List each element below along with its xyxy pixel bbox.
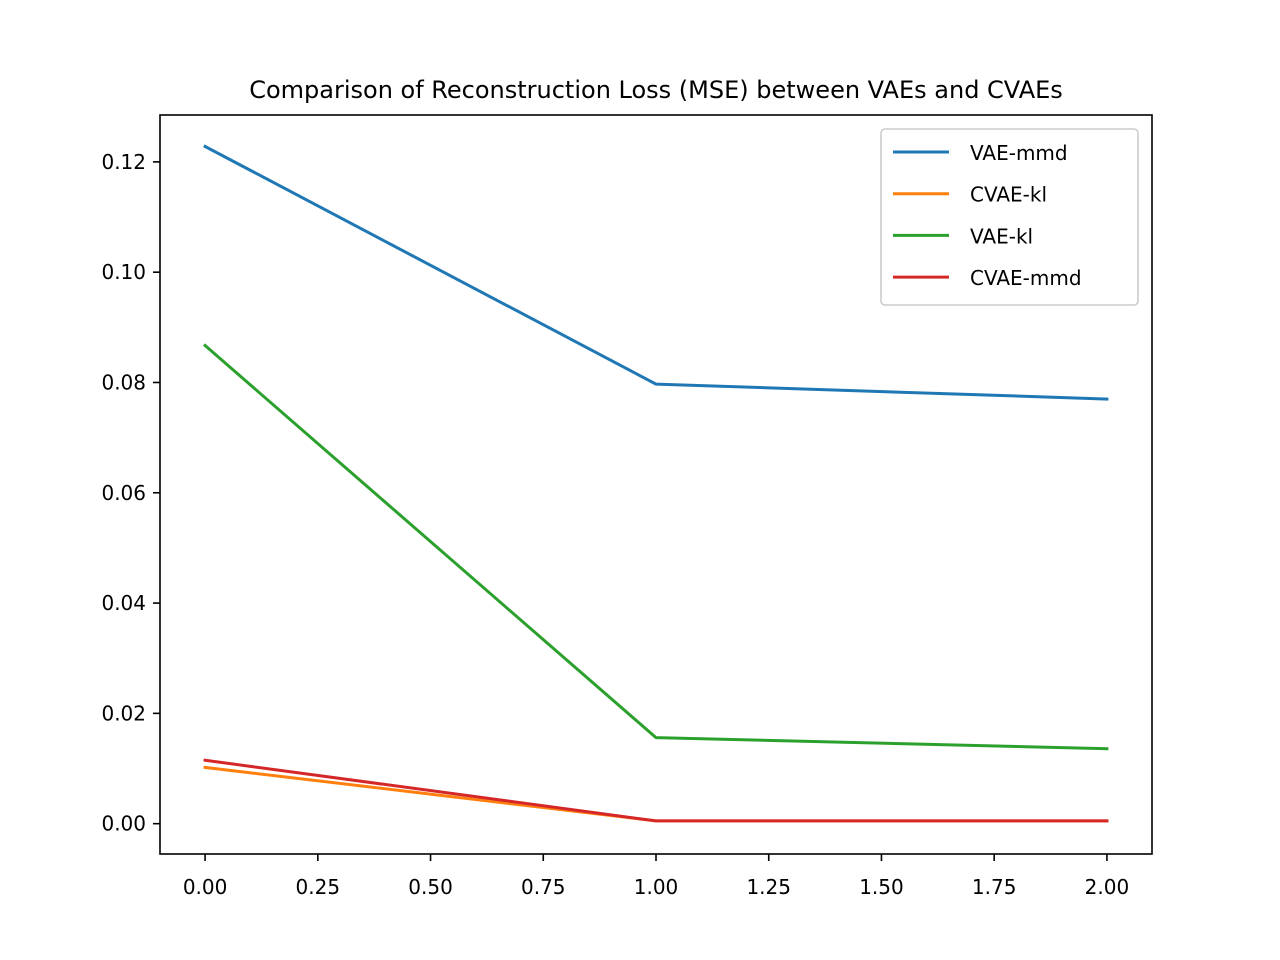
y-tick-label: 0.08 [101,370,146,394]
x-tick-label: 1.50 [859,875,904,899]
y-tick-label: 0.00 [101,812,146,836]
axes: 0.00 0.25 0.50 0.75 1.00 1.25 1.50 1.75 2.00 0.00… [101,114,1153,899]
y-tick-label: 0.12 [101,150,146,174]
legend-label-cvae-kl: CVAE-kl [970,183,1047,207]
chart-title: Comparison of Reconstruction Loss (MSE) … [249,76,1063,104]
legend-label-cvae-mmd: CVAE-mmd [970,266,1082,290]
x-tick-label: 0.25 [296,875,341,899]
plot-area [202,144,1109,823]
y-tick-label: 0.06 [101,481,146,505]
series-line-cvae-kl [203,765,1109,823]
legend: VAE-mmd CVAE-kl VAE-kl CVAE-mmd [880,128,1139,306]
legend-label-vae-mmd: VAE-mmd [970,141,1068,165]
x-tick-label: 1.25 [746,875,791,899]
legend-box [880,128,1139,306]
x-tick-label: 0.50 [408,875,453,899]
series-line-vae-mmd [203,144,1109,401]
x-tick-label: 0.00 [183,875,228,899]
y-tick-label: 0.10 [101,260,146,284]
series-line-cvae-mmd [203,758,1109,823]
y-tick-label: 0.02 [101,701,146,725]
x-tick-label: 1.00 [634,875,679,899]
x-tick-label: 0.75 [521,875,566,899]
series-line-vae-kl [202,343,1109,751]
legend-label-vae-kl: VAE-kl [970,224,1033,248]
x-tick-label: 2.00 [1085,875,1130,899]
y-tick-label: 0.04 [101,591,146,615]
x-tick-label: 1.75 [972,875,1017,899]
